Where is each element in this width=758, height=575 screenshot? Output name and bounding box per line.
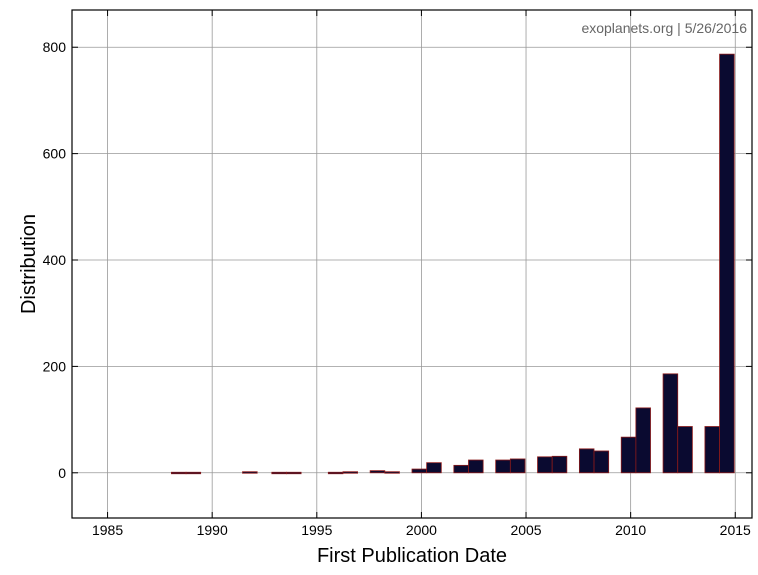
histogram-bar (593, 450, 610, 474)
histogram-bar (185, 471, 202, 475)
histogram-bar (242, 471, 258, 474)
histogram-bar (369, 470, 386, 474)
grid-lines (72, 10, 752, 518)
histogram-bar (635, 407, 651, 474)
histogram-bar (286, 471, 302, 475)
histogram-bar (662, 373, 679, 474)
histogram-bar (271, 471, 287, 475)
histogram-bar (719, 53, 735, 474)
histogram-bar (495, 459, 511, 474)
histogram-bar (468, 459, 484, 474)
axis-ticks: 1985 1990 1995 2000 2005 2010 2015 0 200 400 600 80… (43, 10, 752, 538)
histogram-bar (537, 456, 553, 474)
histogram-bar (327, 471, 344, 475)
histogram-bar (426, 462, 442, 474)
x-tick-label: 2010 (615, 522, 646, 538)
histogram-bar (453, 464, 469, 474)
x-tick-label: 2005 (510, 522, 541, 538)
x-tick-label: 1995 (301, 522, 332, 538)
x-tick-label: 1990 (197, 522, 228, 538)
y-tick-label: 400 (43, 252, 67, 268)
x-axis-title: First Publication Date (317, 545, 507, 567)
histogram-bar (411, 468, 428, 474)
histogram-bar (384, 471, 400, 474)
y-tick-label: 0 (58, 465, 66, 481)
y-tick-label: 200 (43, 358, 67, 374)
histogram-bar (578, 448, 595, 474)
x-tick-label: 2000 (406, 522, 437, 538)
histogram-bar (620, 436, 637, 474)
y-axis-title: Distribution (18, 214, 40, 314)
y-tick-label: 800 (43, 39, 67, 55)
histogram-bar (704, 426, 720, 474)
plot-frame (71, 9, 753, 519)
x-tick-label: 2015 (720, 522, 751, 538)
histogram-bar (551, 455, 568, 474)
histogram-bar (342, 471, 359, 474)
histogram-bar (170, 471, 187, 475)
y-tick-label: 600 (43, 146, 67, 162)
bar-series (170, 53, 735, 475)
watermark-label: exoplanets.org | 5/26/2016 (581, 20, 747, 36)
x-tick-label: 1985 (92, 522, 123, 538)
histogram-bar (677, 426, 693, 474)
histogram-bar (509, 458, 526, 474)
